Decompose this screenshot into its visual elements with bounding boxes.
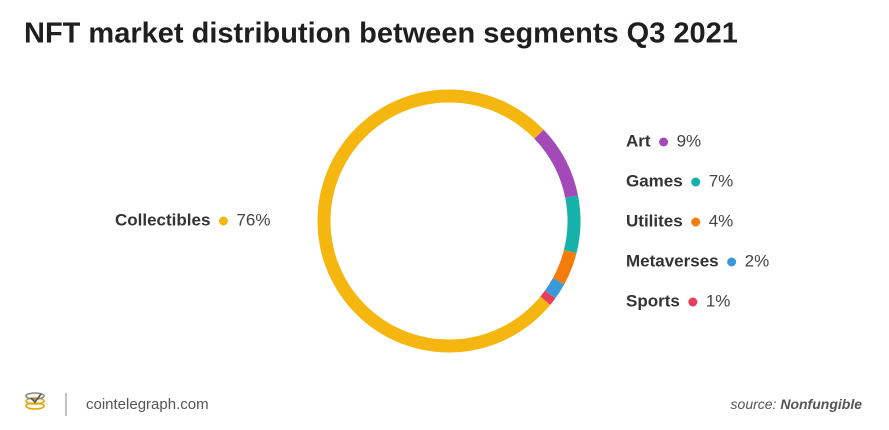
source-name: Nonfungible: [780, 396, 862, 412]
legend-marker: [691, 177, 701, 187]
legend-value: 2%: [745, 251, 770, 270]
legend-label: Metaverses: [626, 251, 719, 270]
legend-label: Games: [626, 171, 683, 190]
legend-marker: [218, 216, 228, 226]
source-label: source:: [731, 396, 777, 412]
donut-segment: [563, 195, 581, 254]
legend-label: Art: [626, 131, 651, 150]
legend-value: 7%: [709, 171, 734, 190]
legend-value: 76%: [236, 210, 270, 229]
legend-value: 4%: [709, 211, 734, 230]
source: source: Nonfungible: [731, 396, 863, 412]
logo: [25, 392, 45, 410]
donut-segment: [317, 89, 551, 353]
brand: cointelegraph.com: [86, 396, 209, 413]
chart-title: NFT market distribution between segments…: [24, 18, 738, 50]
legend-marker: [691, 217, 701, 227]
donut-segment: [544, 277, 565, 299]
legend-label: Utilites: [626, 211, 683, 230]
legend-value: 9%: [677, 131, 702, 150]
legend-marker: [659, 137, 669, 147]
legend-marker: [688, 297, 698, 307]
legend-label: Collectibles: [115, 210, 210, 229]
legend-value: 1%: [706, 291, 731, 310]
legend-marker: [727, 257, 737, 267]
donut-segment: [540, 290, 556, 305]
donut-segment: [534, 129, 578, 198]
legend-label: Sports: [626, 291, 680, 310]
donut-segment: [552, 249, 577, 285]
